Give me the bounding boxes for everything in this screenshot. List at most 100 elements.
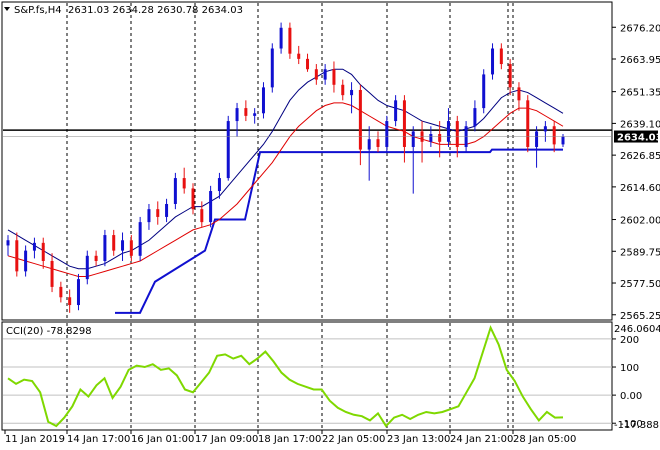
candle-body — [508, 64, 512, 88]
candle-body — [50, 260, 54, 287]
triangle-down-icon[interactable] — [4, 7, 10, 11]
candle-body — [235, 108, 239, 122]
price-tick-label: 2639.10 — [620, 119, 660, 130]
price-tick-label: 2676.20 — [620, 23, 660, 34]
candle-body — [323, 69, 327, 80]
candle-body — [226, 121, 230, 179]
candle-body — [297, 53, 301, 59]
candle-body — [350, 89, 354, 96]
candle-body — [32, 242, 36, 251]
candle-body — [402, 100, 406, 147]
candle-body — [182, 178, 186, 189]
cci-tick-label: -100 — [620, 419, 643, 430]
candle-body — [446, 121, 450, 142]
candle-body — [535, 131, 539, 147]
candle-body — [552, 126, 556, 145]
candle-body — [191, 188, 195, 210]
main-panel-frame — [1, 1, 613, 321]
candle-body — [41, 242, 45, 261]
candle-body — [411, 131, 415, 147]
candle-body — [332, 69, 336, 85]
candle-body — [429, 134, 433, 142]
cci-tick-label: 0.00 — [620, 391, 642, 402]
candle-body — [438, 134, 442, 142]
candle-body — [491, 48, 495, 75]
candle-body — [288, 27, 292, 54]
time-tick-label: 18 Jan 17:00 — [258, 434, 321, 445]
price-tick-label: 2663.95 — [620, 55, 660, 66]
candle-body — [367, 139, 371, 150]
current-price-label: 2634.03 — [617, 133, 660, 144]
cci-panel-frame — [1, 321, 613, 431]
candle-body — [306, 58, 310, 70]
main-plot-area — [3, 22, 612, 314]
slow-moving-average-line — [7, 102, 564, 278]
candle-body — [543, 126, 547, 132]
price-axis: 2676.20 2663.95 2651.35 2639.10 2626.85 2614.… — [612, 23, 660, 322]
candle-body — [244, 108, 248, 116]
candle-body — [129, 240, 133, 256]
candle-body — [499, 48, 503, 65]
candle-body — [473, 108, 477, 127]
time-axis: 11 Jan 2019 14 Jan 17:00 16 Jan 01:00 17 Ja… — [4, 430, 576, 445]
cci-indicator-label: CCI(20) -78.8298 — [6, 326, 92, 337]
price-tick-label: 2589.75 — [620, 247, 660, 258]
candle-body — [341, 84, 345, 96]
candle-body — [85, 255, 89, 280]
candle-body — [270, 48, 274, 88]
candle-body — [517, 87, 521, 101]
candle-body — [112, 235, 116, 251]
symbol-label: S&P.fs,H4 — [14, 5, 62, 16]
time-tick-label: 23 Jan 13:00 — [387, 434, 450, 445]
candle-body — [561, 136, 565, 145]
chart-header: S&P.fs,H4 2631.03 2634.28 2630.78 2634.0… — [4, 5, 243, 16]
current-price-tag — [614, 130, 658, 143]
price-tick-label: 2626.85 — [620, 151, 660, 162]
candle-body — [253, 113, 257, 116]
candle-body — [209, 191, 213, 223]
candle-body — [394, 100, 398, 122]
candle-body — [147, 209, 151, 223]
candle-body — [358, 89, 362, 150]
cci-line — [7, 324, 564, 428]
candle-body — [200, 209, 204, 223]
candle-body — [376, 139, 380, 147]
candle-body — [482, 74, 486, 109]
ohlc-readout: 2631.03 2634.28 2630.78 2634.03 — [68, 5, 243, 16]
candle-body — [156, 209, 160, 217]
band-line — [115, 148, 563, 314]
price-tick-label: 2577.50 — [620, 279, 660, 290]
candle-body — [59, 286, 63, 298]
candle-body — [24, 250, 28, 272]
cci-tick-label: 200 — [620, 335, 639, 346]
candle-body — [165, 203, 169, 217]
candle-body — [526, 100, 530, 147]
price-tick-label: 2565.25 — [620, 311, 660, 322]
time-tick-label: 16 Jan 01:00 — [131, 434, 194, 445]
grid-lines — [66, 3, 514, 429]
candle-body — [314, 69, 318, 80]
candle-body — [15, 240, 19, 272]
candle-body — [6, 240, 10, 246]
time-tick-label: 11 Jan 2019 — [5, 434, 65, 445]
cci-axis: 200 100 0.00 -100 246.0604 -117.388 — [612, 324, 660, 431]
cci-scale-max: 246.0604 — [614, 324, 660, 335]
fast-moving-average-line — [7, 68, 564, 270]
candle-body — [385, 121, 389, 147]
candle-body — [455, 121, 459, 147]
candle-body — [261, 87, 265, 114]
candle-body — [217, 178, 221, 192]
candle-body — [76, 279, 80, 306]
candle-body — [173, 178, 177, 204]
cci-scale-min: -117.388 — [614, 420, 659, 431]
time-tick-label: 14 Jan 17:00 — [67, 434, 130, 445]
candle-body — [138, 222, 142, 256]
time-tick-label: 17 Jan 09:00 — [195, 434, 258, 445]
candle-body — [94, 255, 98, 261]
cci-tick-label: 100 — [620, 363, 639, 374]
price-tick-label: 2602.00 — [620, 216, 660, 227]
time-tick-label: 22 Jan 05:00 — [322, 434, 385, 445]
candle-body — [121, 240, 125, 251]
candle-body — [279, 27, 283, 49]
